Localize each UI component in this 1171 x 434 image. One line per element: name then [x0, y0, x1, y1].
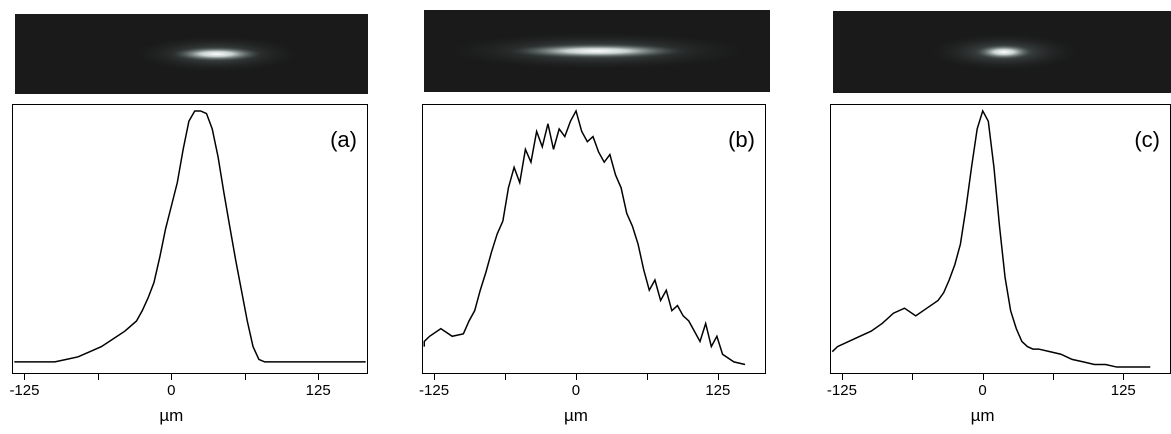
profile-svg — [14, 110, 366, 363]
x-tick — [982, 374, 984, 380]
x-tick — [1052, 374, 1054, 380]
x-axis-label: µm — [970, 406, 995, 425]
x-tick — [318, 374, 320, 380]
profile-series-line — [831, 109, 1151, 368]
x-tick — [434, 374, 436, 380]
panel-label: (b) — [728, 127, 755, 152]
panel-label: (a) — [330, 127, 357, 152]
intensity-profile-plot: (b) — [422, 104, 766, 374]
x-tick — [575, 374, 577, 380]
beam-camera-image — [424, 10, 770, 92]
panel-a: (a) -125 0 125 µm — [9, 0, 384, 434]
profile-series-line — [423, 108, 746, 366]
x-tick — [912, 374, 914, 380]
panel-b: (b) -125 0 125 µm — [419, 0, 791, 434]
beam-core — [974, 44, 1034, 60]
x-tick-label: 125 — [705, 382, 731, 399]
x-tick — [244, 374, 246, 380]
x-tick — [841, 374, 843, 380]
x-tick-label: 0 — [571, 382, 581, 399]
x-axis-label: µm — [563, 406, 588, 425]
x-tick-label: 0 — [978, 382, 987, 399]
beam-core — [171, 46, 263, 62]
x-tick-label: 125 — [305, 382, 331, 399]
x-tick — [504, 374, 506, 380]
x-tick — [717, 374, 719, 380]
panel-label: (c) — [1134, 127, 1160, 152]
x-tick — [97, 374, 99, 380]
profile-svg — [423, 108, 746, 366]
beam-camera-image — [833, 11, 1171, 93]
x-tick-label: 0 — [167, 382, 176, 399]
x-tick-label: -125 — [9, 382, 40, 399]
x-tick — [1123, 374, 1125, 380]
panel-c: (c) -125 0 125 µm — [826, 0, 1171, 434]
beam-camera-image — [15, 14, 368, 94]
profile-svg — [831, 109, 1151, 368]
x-axis-label: µm — [159, 406, 184, 425]
profile-series-line — [14, 110, 366, 363]
x-tick-label: -125 — [826, 382, 857, 399]
x-tick — [24, 374, 26, 380]
beam-core — [508, 43, 686, 59]
x-tick-label: -125 — [419, 382, 450, 399]
x-tick — [646, 374, 648, 380]
intensity-profile-plot: (c) — [830, 104, 1171, 374]
x-tick — [171, 374, 173, 380]
intensity-profile-plot: (a) — [12, 104, 368, 374]
x-tick-label: 125 — [1110, 382, 1136, 399]
